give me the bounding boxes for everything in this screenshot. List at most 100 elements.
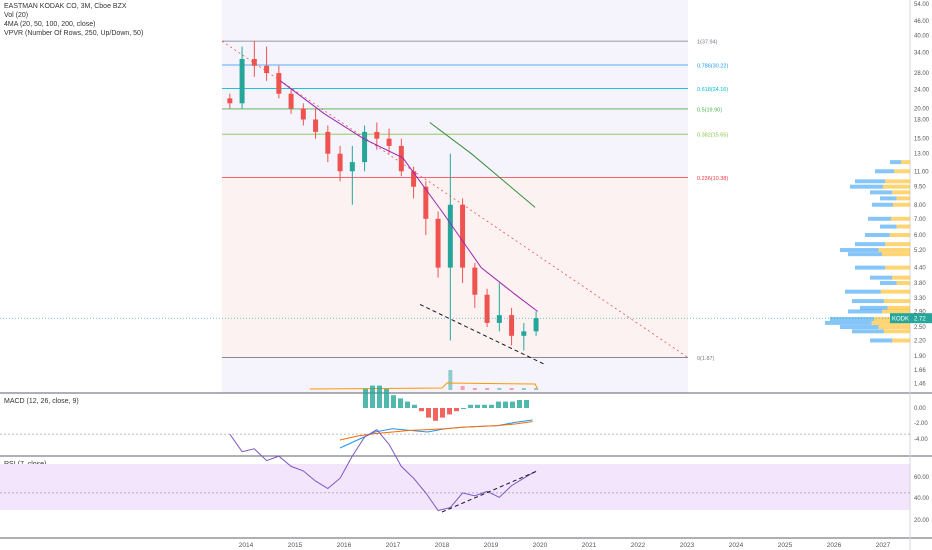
macd-histogram-bar: [496, 401, 501, 408]
price-tick-label: 3.80: [914, 281, 926, 287]
time-tick-label: 2014: [239, 542, 254, 549]
vpvr-bar-down: [894, 169, 910, 174]
macd-histogram-bar: [370, 385, 375, 408]
vpvr-bar-up: [855, 242, 886, 247]
vpvr-bar-up: [875, 169, 895, 174]
macd-histogram-bar: [419, 408, 424, 412]
vpvr-bar-down: [885, 265, 910, 270]
vpvr-bar-up: [848, 252, 883, 257]
rsi-trend-line: [441, 470, 538, 513]
vpvr-bar-up: [840, 248, 879, 253]
macd-histogram-bar: [405, 401, 410, 408]
vpvr-bar-down: [883, 299, 910, 304]
macd-histogram-bar: [517, 400, 522, 408]
rsi-tick-label: 40.00: [914, 496, 930, 502]
candle-body: [313, 119, 319, 132]
vpvr-bar-down: [878, 248, 910, 253]
candle-body: [496, 315, 502, 323]
vpvr-bar-down: [880, 289, 910, 294]
legend-symbol: EASTMAN KODAK CO, 3M, Cboe BZX Vol (20) …: [4, 2, 143, 38]
macd-histogram-bar: [468, 404, 473, 408]
price-tick-label: 46.00: [914, 19, 930, 25]
ma-indicator-label[interactable]: 4MA (20, 50, 100, 200, close): [4, 21, 96, 28]
price-tick-label: 3.30: [914, 296, 926, 302]
vpvr-bar-down: [882, 252, 910, 257]
rsi-band-bg: [0, 464, 910, 510]
vpvr-bar-down: [883, 329, 910, 334]
macd-histogram-bar: [489, 404, 494, 408]
macd-histogram-bar: [384, 388, 389, 408]
vpvr-bar-up: [868, 216, 892, 221]
vpvr-bar-down: [882, 309, 910, 314]
price-tick-label: 1.46: [914, 382, 926, 388]
candle-body: [398, 145, 404, 172]
macd-histogram-bar: [461, 408, 466, 409]
price-tick-label: 1.66: [914, 368, 926, 374]
candle-body: [472, 267, 478, 295]
ma20-line: [280, 80, 538, 312]
vpvr-bar-down: [883, 184, 910, 189]
vol-indicator-label[interactable]: Vol (20): [4, 12, 29, 19]
candle-body: [484, 294, 490, 323]
candle-body: [288, 93, 294, 109]
candle-body: [533, 318, 539, 332]
fib-label: 0.236(10.38): [697, 176, 728, 182]
vpvr-bar-down: [901, 160, 910, 165]
candle-body: [300, 108, 306, 120]
time-tick-label: 2015: [288, 542, 303, 549]
volume-ma-line: [309, 382, 538, 390]
vpvr-indicator-label[interactable]: VPVR (Number Of Rows, 250, Up/Down, 50): [4, 30, 144, 37]
candle-body: [362, 131, 368, 163]
candle-body: [251, 59, 257, 66]
price-badge-value: 2.72: [914, 317, 926, 323]
macd-histogram-bar: [524, 400, 529, 408]
candle-body: [411, 171, 417, 187]
vpvr-bar-down: [896, 196, 910, 201]
vpvr-bar-up: [855, 265, 886, 270]
ticker-badge-text: KODK: [892, 317, 909, 323]
time-tick-label: 2022: [631, 542, 646, 549]
vpvr-bar-up: [880, 196, 897, 201]
volume-bar: [521, 388, 526, 390]
fib-low-zone-bg: [222, 177, 688, 358]
macd-histogram-bar: [412, 404, 417, 408]
price-tick-label: 2.50: [914, 325, 926, 331]
candle-body: [509, 315, 515, 336]
vpvr-bar-down: [885, 179, 910, 184]
time-tick-label: 2017: [386, 542, 401, 549]
price-tick-label: 6.00: [914, 233, 926, 239]
candle-body: [227, 98, 233, 104]
vpvr-bar-up: [845, 289, 881, 294]
fib-label: 0.382(15.65): [697, 133, 728, 139]
vpvr-bar-up: [830, 316, 874, 321]
fib-label: 0.5(19.90): [697, 107, 722, 113]
vpvr-bar-down: [896, 281, 910, 286]
price-tick-label: 5.20: [914, 248, 926, 254]
macd-histogram-bar: [454, 408, 459, 412]
vpvr-bar-down: [885, 242, 910, 247]
candle-body: [447, 204, 453, 268]
price-tick-label: 7.00: [914, 217, 926, 223]
candle-body: [239, 59, 245, 104]
price-tick-label: 1.90: [914, 354, 926, 360]
price-tick-label: 40.00: [914, 34, 930, 40]
volume-bar: [460, 386, 465, 390]
volume-bar: [509, 388, 514, 390]
time-tick-label: 2018: [435, 542, 450, 549]
vpvr-bar-up: [865, 233, 890, 238]
candle-body: [435, 218, 441, 268]
time-tick-label: 2019: [484, 542, 499, 549]
macd-label[interactable]: MACD (12, 26, close, 9): [4, 398, 79, 405]
volume-bar: [472, 388, 477, 390]
candle-body: [325, 131, 331, 154]
vpvr-bar-up: [852, 299, 884, 304]
vpvr-bar-up: [840, 325, 879, 330]
vpvr-bar-down: [887, 305, 910, 310]
vpvr-bar-up: [848, 309, 883, 314]
vpvr-bar-down: [892, 190, 910, 195]
price-tick-label: 2.90: [914, 309, 926, 315]
macd-histogram-bar: [510, 401, 515, 408]
time-tick-label: 2023: [680, 542, 695, 549]
price-tick-label: 24.00: [914, 87, 930, 93]
